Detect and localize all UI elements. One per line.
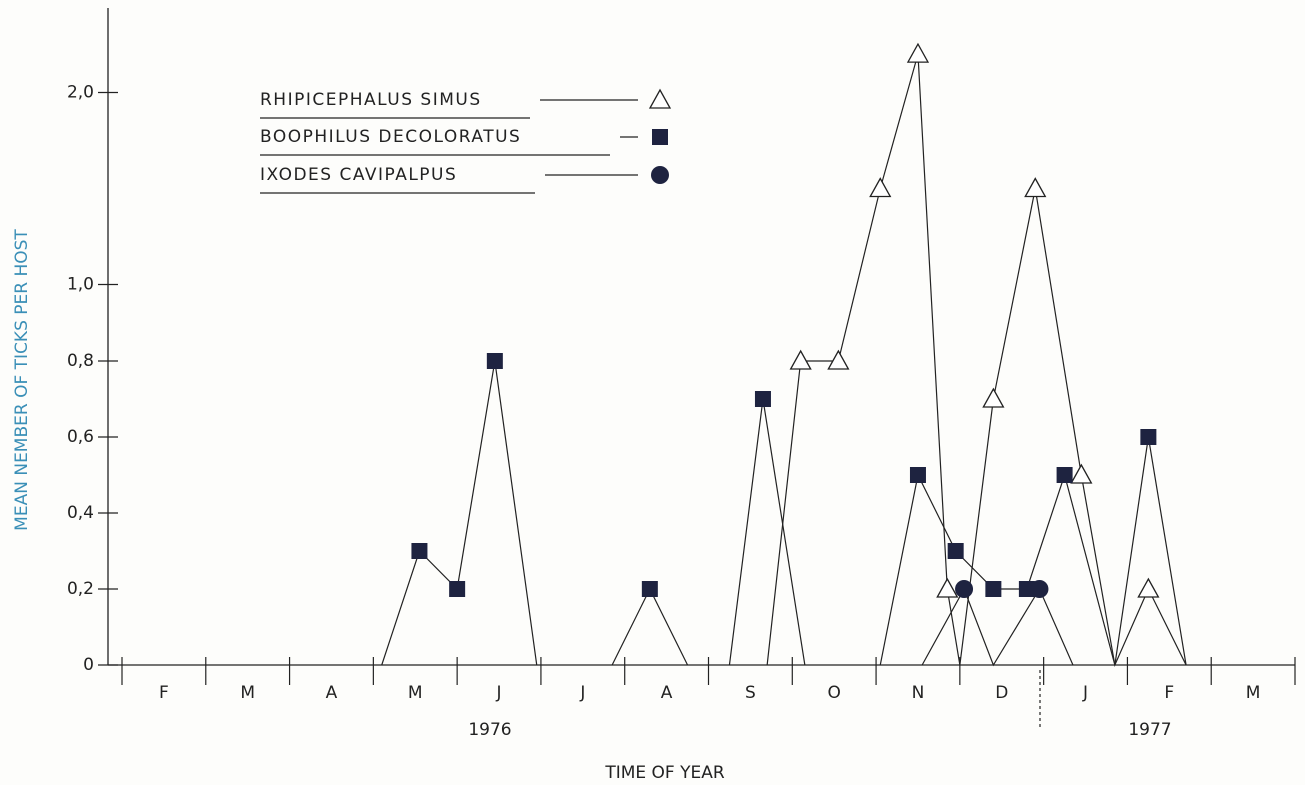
x-axis-label: TIME OF YEAR — [604, 763, 725, 783]
data-point — [449, 581, 466, 597]
x-tick-label: M — [240, 683, 255, 703]
y-tick-label: 0,2 — [67, 579, 94, 599]
series-line — [921, 587, 1074, 667]
data-point — [1018, 581, 1035, 597]
year-label: 1976 — [468, 720, 511, 740]
year-label: 1977 — [1128, 720, 1171, 740]
x-tick-label: J — [579, 683, 585, 703]
y-tick-label: 2,0 — [67, 83, 94, 103]
data-point — [1056, 467, 1073, 483]
data-point — [1024, 177, 1047, 198]
x-tick-label: J — [1082, 683, 1088, 703]
data-point — [869, 177, 892, 198]
data-point — [936, 577, 959, 598]
data-point — [906, 42, 930, 63]
x-tick-label: D — [995, 683, 1008, 703]
x-tick-label: F — [159, 683, 169, 703]
data-point — [909, 467, 926, 483]
x-tick-label: A — [661, 683, 673, 703]
data-point — [827, 349, 850, 370]
x-tick-label: M — [408, 683, 423, 703]
data-point — [789, 349, 812, 370]
data-point — [1137, 577, 1160, 598]
data-point — [411, 543, 428, 559]
series-line — [766, 53, 1187, 668]
data-point — [1070, 463, 1093, 484]
y-tick-label: 1,0 — [67, 275, 94, 295]
y-axis-label: MEAN NEMBER OF TICKS PER HOST — [12, 229, 32, 531]
data-point — [982, 387, 1005, 408]
legend-marker — [651, 166, 669, 184]
x-tick-label: N — [912, 683, 925, 703]
data-point — [947, 543, 964, 559]
legend-marker — [648, 88, 672, 109]
data-point — [486, 353, 503, 369]
data-point — [754, 391, 771, 407]
legend-label: IXODES CAVIPALPUS — [260, 165, 457, 185]
x-tick-label: O — [827, 683, 840, 703]
x-tick-label: F — [1164, 683, 1174, 703]
legend-label: BOOPHILUS DECOLORATUS — [260, 127, 521, 147]
x-tick-label: S — [745, 683, 756, 703]
data-point — [641, 581, 658, 597]
y-tick-label: 0,8 — [67, 351, 94, 371]
legend-marker — [652, 129, 668, 145]
data-point — [955, 580, 974, 598]
x-tick-label: A — [326, 683, 338, 703]
data-point — [985, 581, 1002, 597]
y-tick-label: 0,4 — [67, 503, 94, 523]
legend-label: RHIPICEPHALUS SIMUS — [260, 90, 482, 110]
x-tick-label: J — [496, 683, 502, 703]
y-tick-label: 0 — [83, 655, 94, 675]
data-point — [1140, 429, 1157, 445]
data-point — [1030, 580, 1049, 598]
x-tick-label: M — [1246, 683, 1261, 703]
y-tick-label: 0,6 — [67, 427, 94, 447]
